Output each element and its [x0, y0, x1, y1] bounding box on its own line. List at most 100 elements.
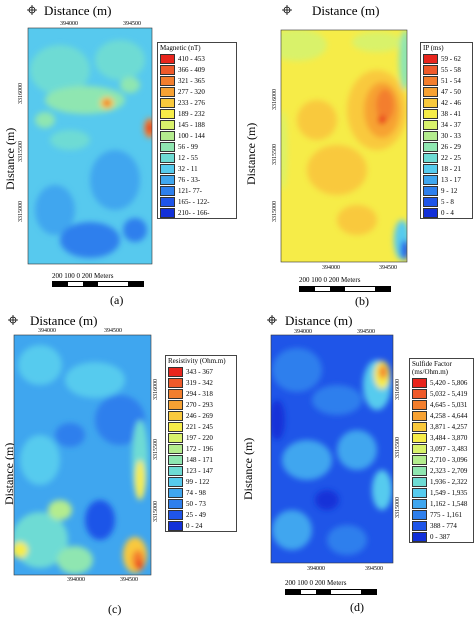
legend-swatch — [412, 476, 427, 487]
magnetic-map — [27, 27, 153, 265]
legend-label: 343 - 367 — [186, 367, 213, 376]
panel-d: Distance (m) 394000 394500 394000 394500… — [237, 310, 474, 620]
legend-item: 388 - 774 — [410, 520, 473, 531]
legend-label: 3,097 - 3,483 — [430, 444, 468, 453]
legend-swatch — [423, 64, 438, 75]
legend-item: 100 - 144 — [158, 130, 236, 141]
legend-label: 1,936 - 2,322 — [430, 477, 468, 486]
legend-item: 233 - 276 — [158, 97, 236, 108]
legend-item: 319 - 342 — [166, 377, 236, 388]
legend-item: 410 - 453 — [158, 53, 236, 64]
legend-item: 32 - 11 — [158, 163, 236, 174]
panel-label: (b) — [355, 294, 369, 308]
legend-swatch — [412, 399, 427, 410]
legend-swatch — [168, 509, 183, 520]
legend-label: 55 - 58 — [441, 65, 461, 74]
legend-label: 321 - 365 — [178, 76, 205, 85]
x-axis-title: Distance (m) — [44, 3, 112, 18]
legend-item: 775 - 1,161 — [410, 509, 473, 520]
legend-item: 74 - 98 — [166, 487, 236, 498]
legend-label: 1,162 - 1,548 — [430, 499, 468, 508]
legend-swatch — [168, 476, 183, 487]
compass-icon — [27, 5, 37, 15]
scale-bar-label: 200 100 0 200 Meters — [299, 276, 361, 284]
legend-item: 165- - 122- — [158, 196, 236, 207]
legend-item: 13 - 17 — [421, 174, 472, 185]
legend-label: 4,645 - 5,031 — [430, 400, 468, 409]
legend-item: 5,420 - 5,806 — [410, 377, 473, 388]
legend-item: 294 - 318 — [166, 388, 236, 399]
panel-c: Distance (m) 394000 394500 394000 394500… — [0, 310, 237, 620]
legend-title: IP (ms) — [423, 44, 444, 52]
legend-swatch — [160, 185, 175, 196]
legend-swatch — [412, 388, 427, 399]
legend-label: 121- 77- — [178, 186, 202, 195]
legend-swatch — [160, 53, 175, 64]
legend-title: Sulfide Factor (ms/Ohm.m) — [412, 360, 452, 376]
legend: IP (ms) 59 - 62 55 - 58 51 - 54 47 - 50 42 -… — [420, 42, 473, 219]
scale-bar — [299, 286, 391, 292]
legend-item: 55 - 58 — [421, 64, 472, 75]
legend-swatch — [160, 86, 175, 97]
legend-item: 3,484 - 3,870 — [410, 432, 473, 443]
legend-swatch — [160, 108, 175, 119]
x-tick: 394500 — [123, 21, 141, 27]
scale-bar-label: 200 100 0 200 Meters — [285, 579, 347, 587]
legend-item: 0 - 24 — [166, 520, 236, 531]
legend-swatch — [168, 487, 183, 498]
legend-label: 38 - 41 — [441, 109, 461, 118]
legend-swatch — [423, 152, 438, 163]
legend-swatch — [168, 399, 183, 410]
legend-swatch — [160, 141, 175, 152]
legend-item: 5,032 - 5,419 — [410, 388, 473, 399]
legend-swatch — [412, 421, 427, 432]
x-tick: 394000 — [67, 577, 85, 583]
legend-label: 221 - 245 — [186, 422, 213, 431]
legend-item: 4,258 - 4,644 — [410, 410, 473, 421]
legend-item: 50 - 73 — [166, 498, 236, 509]
legend-label: 51 - 54 — [441, 76, 461, 85]
legend-label: 366 - 409 — [178, 65, 205, 74]
legend-item: 51 - 54 — [421, 75, 472, 86]
legend-item: 59 - 62 — [421, 53, 472, 64]
scale-bar — [52, 281, 144, 287]
legend-label: 12 - 55 — [178, 153, 198, 162]
legend-swatch — [423, 119, 438, 130]
legend-swatch — [160, 174, 175, 185]
legend-swatch — [423, 141, 438, 152]
legend-item: 123 - 147 — [166, 465, 236, 476]
legend-label: 294 - 318 — [186, 389, 213, 398]
legend-swatch — [423, 185, 438, 196]
legend-label: 388 - 774 — [430, 521, 457, 530]
legend-item: 22 - 25 — [421, 152, 472, 163]
compass-icon — [8, 315, 18, 325]
panel-label: (c) — [108, 602, 122, 616]
legend-swatch — [412, 498, 427, 509]
legend-item: 189 - 232 — [158, 108, 236, 119]
legend-item: 0 - 4 — [421, 207, 472, 218]
x-axis-title: Distance (m) — [30, 313, 98, 328]
legend-swatch — [168, 366, 183, 377]
x-axis-title: Distance (m) — [285, 313, 353, 328]
legend-item: 1,549 - 1,935 — [410, 487, 473, 498]
x-tick: 394500 — [365, 566, 383, 572]
legend-item: 4,645 - 5,031 — [410, 399, 473, 410]
legend-swatch — [160, 163, 175, 174]
legend-item: 221 - 245 — [166, 421, 236, 432]
legend-item: 210- - 166- — [158, 207, 236, 218]
legend-label: 5,420 - 5,806 — [430, 378, 468, 387]
legend-item: 366 - 409 — [158, 64, 236, 75]
legend-item: 30 - 33 — [421, 130, 472, 141]
legend-swatch — [423, 163, 438, 174]
legend-label: 165- - 122- — [178, 197, 210, 206]
legend-label: 34 - 37 — [441, 120, 461, 129]
legend-label: 42 - 46 — [441, 98, 461, 107]
compass-icon — [282, 5, 292, 15]
legend-item: 38 - 41 — [421, 108, 472, 119]
legend-label: 270 - 293 — [186, 400, 213, 409]
panel-a: Distance (m) 394000 394500 Distance (m) … — [0, 0, 237, 310]
legend-label: 3,484 - 3,870 — [430, 433, 468, 442]
x-tick: 394000 — [307, 566, 325, 572]
legend-label: 47 - 50 — [441, 87, 461, 96]
legend-swatch — [423, 207, 438, 218]
